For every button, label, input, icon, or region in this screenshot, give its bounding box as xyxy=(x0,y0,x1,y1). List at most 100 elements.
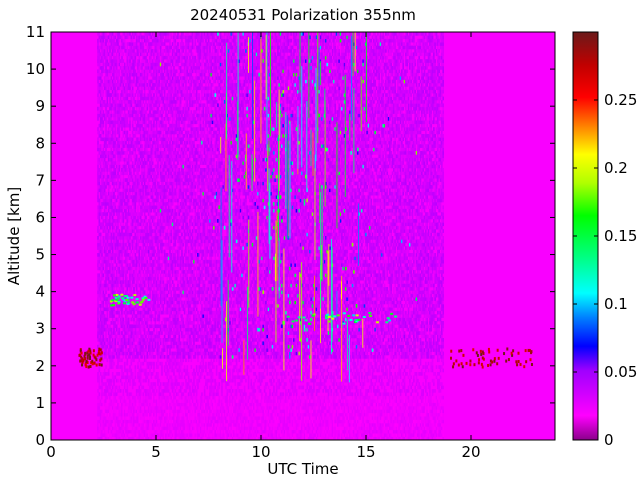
heatmap-cell xyxy=(135,382,137,386)
heatmap-cell xyxy=(124,63,126,67)
heatmap-cell xyxy=(161,263,163,267)
heatmap-cell xyxy=(100,83,102,87)
heatmap-cell xyxy=(113,328,115,332)
heatmap-cell xyxy=(119,229,121,233)
heatmap-cell xyxy=(116,273,118,277)
heatmap-cell xyxy=(129,120,131,124)
heatmap-cell xyxy=(121,49,123,53)
heatmap-cell xyxy=(129,86,131,90)
heatmap-cell xyxy=(160,338,162,342)
heatmap-cell xyxy=(132,328,134,332)
heatmap-cell xyxy=(147,148,149,152)
heatmap-cell xyxy=(164,93,166,97)
heatmap-cell xyxy=(99,49,101,53)
heatmap-cell xyxy=(136,107,138,111)
heatmap-cell xyxy=(108,369,110,373)
heatmap-cell xyxy=(139,263,141,267)
heatmap-cell xyxy=(137,226,139,230)
heatmap-cell xyxy=(119,32,121,36)
heatmap-cell xyxy=(124,46,126,50)
heatmap-cell xyxy=(105,290,107,294)
heatmap-cell xyxy=(133,318,135,322)
heatmap-cell xyxy=(128,35,130,39)
heatmap-cell xyxy=(131,369,133,373)
heatmap-cell xyxy=(145,127,147,131)
heatmap-cell xyxy=(109,338,111,342)
heatmap-cell xyxy=(136,83,138,87)
heatmap-cell xyxy=(116,392,118,396)
heatmap-cell xyxy=(103,290,105,294)
heatmap-cell xyxy=(147,195,149,199)
heatmap-cell xyxy=(159,103,161,107)
heatmap-cell xyxy=(97,318,99,322)
heatmap-cell xyxy=(127,107,129,111)
heatmap-cell xyxy=(165,362,167,366)
heatmap-cell xyxy=(123,175,125,179)
heatmap-cell xyxy=(123,59,125,63)
heatmap-cell xyxy=(97,372,99,376)
heatmap-cell xyxy=(137,171,139,175)
heatmap-cell xyxy=(132,120,134,124)
heatmap-cell xyxy=(129,379,131,383)
heatmap-cell xyxy=(152,100,154,104)
heatmap-cell xyxy=(117,341,119,345)
heatmap-cell xyxy=(153,168,155,172)
heatmap-cell xyxy=(147,161,149,165)
heatmap-cell xyxy=(156,362,158,366)
heatmap-cell xyxy=(149,260,151,264)
heatmap-cell xyxy=(144,134,146,138)
heatmap-cell xyxy=(133,97,135,101)
heatmap-cell xyxy=(112,372,114,376)
heatmap-cell xyxy=(144,290,146,294)
heatmap-cell xyxy=(105,141,107,145)
heatmap-cell xyxy=(117,222,119,226)
heatmap-cell xyxy=(109,348,111,352)
heatmap-cell xyxy=(139,321,141,325)
heatmap-cell xyxy=(153,362,155,366)
heatmap-cell xyxy=(112,188,114,192)
heatmap-cell xyxy=(135,69,137,73)
heatmap-cell xyxy=(107,216,109,220)
heatmap-cell xyxy=(149,32,151,36)
heatmap-cell xyxy=(112,263,114,267)
heatmap-cell xyxy=(119,372,121,376)
heatmap-cell xyxy=(129,32,131,36)
heatmap-cell xyxy=(128,239,130,243)
heatmap-cell xyxy=(144,243,146,247)
heatmap-cell xyxy=(136,263,138,267)
heatmap-cell xyxy=(105,365,107,369)
heatmap-cell xyxy=(123,392,125,396)
heatmap-cell xyxy=(137,209,139,213)
heatmap-cell xyxy=(153,120,155,124)
heatmap-cell xyxy=(105,348,107,352)
heatmap-cell xyxy=(119,328,121,332)
heatmap-cell xyxy=(127,290,129,294)
heatmap-cell xyxy=(108,90,110,94)
heatmap-cell xyxy=(140,222,142,226)
heatmap-cell xyxy=(120,178,122,182)
heatmap-cell xyxy=(112,389,114,393)
heatmap-cell xyxy=(121,369,123,373)
heatmap-cell xyxy=(140,392,142,396)
heatmap-cell xyxy=(121,365,123,369)
heatmap-cell xyxy=(148,182,150,186)
heatmap-cell xyxy=(120,222,122,226)
heatmap-cell xyxy=(139,202,141,206)
heatmap-cell xyxy=(132,39,134,43)
heatmap-cell xyxy=(116,185,118,189)
heatmap-cell xyxy=(129,185,131,189)
heatmap-cell xyxy=(165,270,167,274)
heatmap-cell xyxy=(140,328,142,332)
heatmap-cell xyxy=(163,277,165,281)
heatmap-cell xyxy=(121,202,123,206)
heatmap-cell xyxy=(140,294,142,298)
heatmap-cell xyxy=(136,127,138,131)
heatmap-cell xyxy=(127,372,129,376)
heatmap-cell xyxy=(152,273,154,277)
heatmap-cell xyxy=(151,137,153,141)
heatmap-cell xyxy=(112,222,114,226)
heatmap-cell xyxy=(152,372,154,376)
heatmap-cell xyxy=(108,110,110,114)
heatmap-cell xyxy=(157,365,159,369)
heatmap-cell xyxy=(131,362,133,366)
